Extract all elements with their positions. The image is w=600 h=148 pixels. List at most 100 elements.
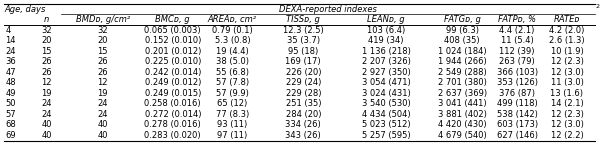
Text: 57 (7.8): 57 (7.8) [216, 78, 249, 87]
Text: 11 (3.0): 11 (3.0) [551, 78, 583, 87]
Text: DEXA-reported indexes: DEXA-reported indexes [278, 5, 377, 14]
Text: BMDᴅ, g/cm²: BMDᴅ, g/cm² [76, 15, 130, 24]
Text: 5 023 (512): 5 023 (512) [362, 120, 410, 129]
Text: 4 679 (540): 4 679 (540) [438, 131, 487, 140]
Text: 5 257 (595): 5 257 (595) [362, 131, 410, 140]
Text: 13 (1.6): 13 (1.6) [550, 89, 583, 98]
Text: 1 944 (266): 1 944 (266) [438, 57, 487, 66]
Text: 419 (34): 419 (34) [368, 36, 404, 45]
Text: 3 041 (441): 3 041 (441) [438, 99, 487, 108]
Text: 36: 36 [5, 57, 16, 66]
Text: 229 (24): 229 (24) [286, 78, 321, 87]
Text: 0.242 (0.014): 0.242 (0.014) [145, 68, 201, 77]
Text: 0.249 (0.015): 0.249 (0.015) [145, 89, 201, 98]
Text: 40: 40 [98, 120, 108, 129]
Text: 50: 50 [5, 99, 16, 108]
Text: 499 (118): 499 (118) [497, 99, 538, 108]
Text: 24: 24 [5, 47, 16, 56]
Text: 10 (1.9): 10 (1.9) [551, 47, 583, 56]
Text: FATPᴅ, %: FATPᴅ, % [498, 15, 536, 24]
Text: 5.3 (0.8): 5.3 (0.8) [215, 36, 250, 45]
Text: 1 136 (218): 1 136 (218) [362, 47, 410, 56]
Text: 112 (39): 112 (39) [499, 47, 535, 56]
Text: 0.249 (0.012): 0.249 (0.012) [145, 78, 201, 87]
Text: 3 540 (530): 3 540 (530) [362, 99, 410, 108]
Text: 408 (35): 408 (35) [445, 36, 480, 45]
Text: 57 (9.9): 57 (9.9) [216, 89, 249, 98]
Text: 19: 19 [41, 89, 52, 98]
Text: 4.4 (2.1): 4.4 (2.1) [499, 26, 535, 35]
Text: 0.201 (0.012): 0.201 (0.012) [145, 47, 201, 56]
Text: LEANᴅ, g: LEANᴅ, g [367, 15, 405, 24]
Text: 0.225 (0.010): 0.225 (0.010) [145, 57, 201, 66]
Text: 263 (79): 263 (79) [499, 57, 535, 66]
Text: 4 420 (430): 4 420 (430) [438, 120, 487, 129]
Text: BMCᴅ, g: BMCᴅ, g [155, 15, 190, 24]
Text: 12 (2.3): 12 (2.3) [551, 110, 583, 119]
Text: 48: 48 [5, 78, 16, 87]
Text: 20: 20 [98, 36, 108, 45]
Text: 2 927 (350): 2 927 (350) [362, 68, 410, 77]
Text: TISSᴅ, g: TISSᴅ, g [286, 15, 320, 24]
Text: 334 (26): 334 (26) [286, 120, 321, 129]
Text: n: n [44, 15, 49, 24]
Text: 97 (11): 97 (11) [217, 131, 248, 140]
Text: 603 (173): 603 (173) [497, 120, 538, 129]
Text: 15: 15 [41, 47, 52, 56]
Text: 12 (2.2): 12 (2.2) [551, 131, 583, 140]
Text: 68: 68 [5, 120, 16, 129]
Text: 14: 14 [5, 36, 16, 45]
Text: 226 (20): 226 (20) [286, 68, 321, 77]
Text: 19 (4.4): 19 (4.4) [216, 47, 249, 56]
Text: 3 024 (431): 3 024 (431) [362, 89, 410, 98]
Text: 284 (20): 284 (20) [286, 110, 321, 119]
Text: 14 (2.1): 14 (2.1) [551, 99, 583, 108]
Text: 12 (3.0): 12 (3.0) [551, 68, 583, 77]
Text: 2.6 (1.3): 2.6 (1.3) [549, 36, 585, 45]
Text: 2 207 (326): 2 207 (326) [362, 57, 410, 66]
Text: 40: 40 [98, 131, 108, 140]
Text: 3 881 (402): 3 881 (402) [438, 110, 487, 119]
Text: 376 (87): 376 (87) [499, 89, 535, 98]
Text: 0.283 (0.020): 0.283 (0.020) [145, 131, 201, 140]
Text: 15: 15 [98, 47, 108, 56]
Text: 24: 24 [41, 110, 52, 119]
Text: 55 (6.8): 55 (6.8) [216, 68, 249, 77]
Text: AREAᴅ, cm²: AREAᴅ, cm² [208, 15, 257, 24]
Text: 3 054 (471): 3 054 (471) [362, 78, 410, 87]
Text: FATGᴅ, g: FATGᴅ, g [444, 15, 481, 24]
Text: 26: 26 [98, 68, 108, 77]
Text: 93 (11): 93 (11) [217, 120, 248, 129]
Text: 99 (6.3): 99 (6.3) [446, 26, 479, 35]
Text: 24: 24 [41, 99, 52, 108]
Text: 12 (2.3): 12 (2.3) [551, 57, 583, 66]
Text: 0.258 (0.016): 0.258 (0.016) [145, 99, 201, 108]
Text: 229 (28): 229 (28) [286, 89, 321, 98]
Text: 47: 47 [5, 68, 16, 77]
Text: 49: 49 [5, 89, 16, 98]
Text: 57: 57 [5, 110, 16, 119]
Text: 65 (12): 65 (12) [217, 99, 248, 108]
Text: 1 024 (184): 1 024 (184) [438, 47, 487, 56]
Text: 627 (146): 627 (146) [497, 131, 538, 140]
Text: 0.278 (0.016): 0.278 (0.016) [145, 120, 201, 129]
Text: 103 (6.4): 103 (6.4) [367, 26, 405, 35]
Text: 32: 32 [41, 26, 52, 35]
Text: 12: 12 [98, 78, 108, 87]
Text: 35 (3.7): 35 (3.7) [287, 36, 320, 45]
Text: 169 (17): 169 (17) [286, 57, 321, 66]
Text: 12: 12 [41, 78, 52, 87]
Text: 2 701 (380): 2 701 (380) [438, 78, 487, 87]
Text: 0.272 (0.014): 0.272 (0.014) [145, 110, 201, 119]
Text: 0.79 (0.1): 0.79 (0.1) [212, 26, 253, 35]
Text: 40: 40 [41, 120, 52, 129]
Text: 40: 40 [41, 131, 52, 140]
Text: 4.2 (2.0): 4.2 (2.0) [549, 26, 584, 35]
Text: 4: 4 [5, 26, 11, 35]
Text: 538 (142): 538 (142) [497, 110, 538, 119]
Text: 0.065 (0.003): 0.065 (0.003) [145, 26, 201, 35]
Text: 251 (35): 251 (35) [286, 99, 321, 108]
Text: 26: 26 [41, 68, 52, 77]
Text: 69: 69 [5, 131, 16, 140]
Text: 26: 26 [41, 57, 52, 66]
